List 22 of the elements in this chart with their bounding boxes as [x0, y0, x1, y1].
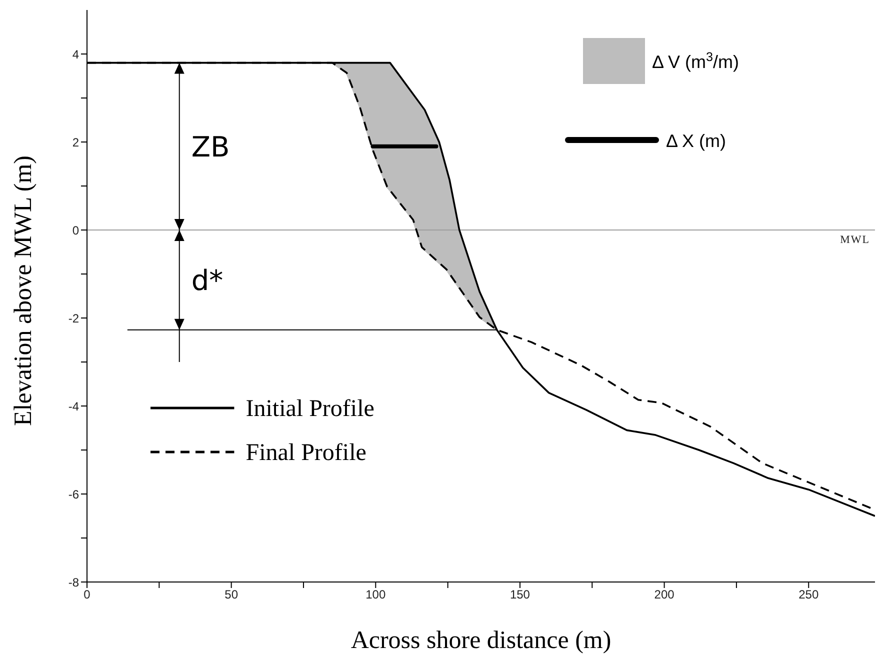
annotation: ZB	[191, 130, 230, 164]
x-tick-label: 150	[510, 588, 530, 602]
x-tick-label: 250	[798, 588, 819, 602]
legend-label: Δ V (m$^{3}$/m)	[652, 50, 740, 72]
y-tick-label: -8	[68, 575, 80, 590]
y-tick-label: 2	[72, 135, 80, 150]
y-tick-label: -4	[68, 399, 80, 414]
x-tick-label: 200	[654, 588, 675, 602]
annotation: d*	[191, 264, 224, 297]
legend-label: Δ X (m)	[666, 131, 726, 151]
x-tick-label: 100	[366, 588, 386, 602]
ref-line-label: MWL	[840, 234, 870, 246]
y-tick-label: -2	[68, 311, 80, 326]
y-tick-label: -6	[68, 487, 80, 502]
x-tick-label: 0	[84, 588, 91, 602]
legend-label: Final Profile	[246, 440, 366, 466]
legend-label: Initial Profile	[246, 396, 374, 422]
x-axis-title: Across shore distance (m)	[350, 627, 612, 654]
x-tick-label: 50	[224, 588, 238, 602]
y-tick-label: 0	[72, 223, 80, 238]
y-axis-title: Elevation above MWL (m)	[10, 155, 37, 426]
y-tick-label: 4	[72, 47, 80, 62]
